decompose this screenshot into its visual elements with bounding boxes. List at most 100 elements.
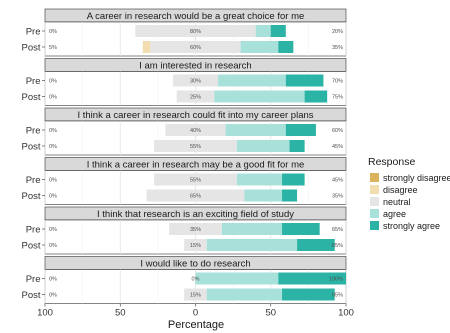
- bar-agree: [236, 173, 283, 186]
- row-label: Post: [21, 42, 40, 53]
- legend-swatch: [370, 197, 379, 206]
- panel-title: I think a career in research may be a go…: [87, 159, 305, 170]
- row-pre: Pre 0% 55% 45%: [26, 173, 343, 186]
- center-percent-label: 60%: [190, 45, 201, 51]
- panel-title: I am interested in research: [139, 60, 251, 71]
- bar-agree: [240, 41, 279, 53]
- right-percent-label: 70%: [332, 79, 343, 85]
- legend: Response strongly disagree disagree neutra…: [368, 156, 450, 231]
- bar-agree: [214, 90, 305, 103]
- bar-agree: [255, 25, 271, 37]
- right-percent-label: 75%: [332, 95, 343, 101]
- panels-group: A career in research would be a great ch…: [21, 8, 347, 304]
- row-label: Post: [21, 141, 40, 152]
- legend-items: strongly disagree disagree neutral agree str…: [370, 173, 450, 231]
- bar-agree: [225, 124, 286, 136]
- row-pre: Pre 0% 0% 100%: [26, 272, 346, 285]
- left-percent-label: 0%: [49, 227, 57, 233]
- row-pre: Pre 0% 80% 20%: [26, 25, 343, 37]
- left-percent-label: 0%: [49, 29, 57, 35]
- panel-2: I am interested in research Pre 0% 30% 70% Po…: [21, 58, 347, 106]
- bar-neutral: [169, 223, 222, 235]
- bar-strongly-agree: [282, 173, 305, 186]
- legend-label: agree: [383, 209, 406, 219]
- left-percent-label: 0%: [49, 293, 57, 299]
- bar-strongly-agree: [270, 25, 286, 37]
- x-tick-label: 100: [338, 308, 354, 319]
- left-percent-label: 0%: [49, 243, 57, 249]
- bar-strongly-agree: [297, 239, 335, 251]
- bar-neutral: [154, 173, 237, 186]
- center-percent-label: 35%: [190, 227, 201, 233]
- panel-5: I think that research is an exciting fie…: [21, 206, 347, 255]
- right-percent-label: 45%: [332, 144, 343, 150]
- bar-agree: [195, 272, 279, 285]
- bar-agree: [221, 223, 283, 235]
- center-percent-label: 65%: [190, 194, 201, 200]
- row-label: Post: [21, 92, 40, 103]
- row-label: Pre: [26, 224, 41, 235]
- bar-neutral: [176, 90, 215, 103]
- panel-6: I would like to do research Pre 0% 0% 100% Po…: [21, 256, 347, 304]
- right-percent-label: 65%: [332, 227, 343, 233]
- bar-neutral: [184, 239, 207, 251]
- left-percent-label: 0%: [49, 144, 57, 150]
- bar-agree: [206, 239, 298, 251]
- left-percent-label: 0%: [49, 178, 57, 184]
- x-tick-label: 50: [115, 308, 126, 319]
- right-percent-label: 45%: [332, 178, 343, 184]
- row-label: Pre: [26, 125, 41, 136]
- left-percent-label: 0%: [49, 128, 57, 134]
- center-percent-label: 55%: [190, 178, 201, 184]
- panel-title: I would like to do research: [140, 258, 250, 269]
- panel-3: I think a career in research could fit i…: [21, 107, 347, 156]
- right-percent-label: 100%: [329, 277, 343, 283]
- bar-neutral: [150, 41, 241, 53]
- bar-agree: [236, 140, 290, 152]
- right-percent-label: 85%: [332, 243, 343, 249]
- center-percent-label: 0%: [192, 277, 200, 283]
- bar-strongly-agree: [304, 90, 328, 103]
- bar-strongly-agree: [282, 189, 298, 202]
- x-axis: 100 50 0 50 100: [37, 303, 354, 319]
- panel-title: A career in research would be a great ch…: [87, 11, 305, 22]
- bar-agree: [206, 288, 283, 301]
- bar-agree: [244, 189, 283, 202]
- row-label: Pre: [26, 175, 41, 186]
- row-pre: Pre 0% 35% 65%: [26, 223, 343, 235]
- row-post: Post 0% 15% 85%: [21, 239, 343, 251]
- center-percent-label: 15%: [190, 293, 201, 299]
- row-label: Pre: [26, 26, 41, 37]
- x-tick-label: 100: [37, 308, 53, 319]
- x-tick-label: 0: [193, 308, 198, 319]
- legend-label: strongly agree: [383, 221, 440, 231]
- legend-label: strongly disagree: [383, 173, 450, 183]
- center-percent-label: 40%: [190, 128, 201, 134]
- bar-agree: [218, 74, 286, 87]
- legend-item: strongly agree: [370, 221, 440, 231]
- bar-strongly-agree: [282, 288, 335, 301]
- row-post: Post 0% 25% 75%: [21, 90, 343, 103]
- bar-neutral: [154, 140, 237, 152]
- bar-disagree: [142, 41, 151, 53]
- panel-4: I think a career in research may be a go…: [21, 157, 347, 205]
- right-percent-label: 85%: [332, 293, 343, 299]
- legend-swatch: [370, 209, 379, 218]
- legend-swatch: [370, 221, 379, 230]
- row-label: Pre: [26, 274, 41, 285]
- legend-item: strongly disagree: [370, 173, 450, 183]
- row-post: Post 0% 65% 35%: [21, 189, 343, 202]
- legend-item: agree: [370, 209, 406, 219]
- bar-strongly-agree: [278, 41, 294, 53]
- row-label: Post: [21, 290, 40, 301]
- legend-swatch: [370, 173, 379, 182]
- bar-neutral: [184, 288, 207, 301]
- legend-item: neutral: [370, 197, 411, 207]
- legend-item: disagree: [370, 185, 418, 195]
- row-label: Post: [21, 191, 40, 202]
- right-percent-label: 60%: [332, 128, 343, 134]
- center-percent-label: 30%: [190, 79, 201, 85]
- center-percent-label: 25%: [190, 95, 201, 101]
- bar-neutral: [165, 124, 226, 136]
